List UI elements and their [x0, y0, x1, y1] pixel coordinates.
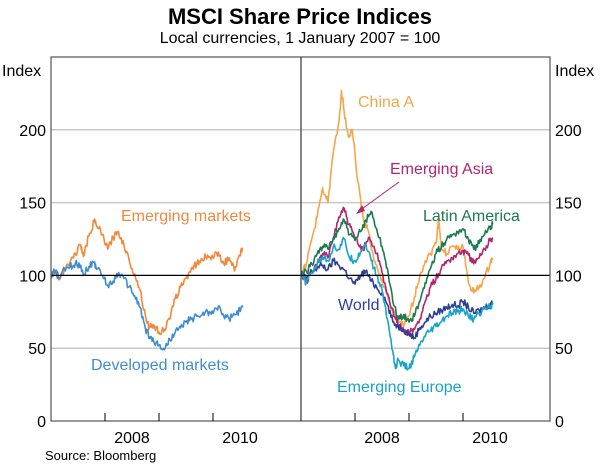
- right-y-tick-label: 50: [555, 341, 573, 358]
- left-y-tick-label: 200: [19, 123, 46, 140]
- x-ticks: [104, 413, 464, 421]
- chart-subtitle: Local currencies, 1 January 2007 = 100: [159, 30, 441, 47]
- right-axis-label: Index: [555, 63, 594, 80]
- series-latin-america: [300, 210, 494, 323]
- series-emerging-markets: [50, 218, 244, 336]
- right-y-tick-label: 150: [555, 196, 582, 213]
- left-y-tick-label: 100: [19, 268, 46, 285]
- series-emerging-europe: [300, 236, 494, 371]
- x-tick-label: 2008: [114, 430, 150, 447]
- x-tick-label: 2010: [222, 430, 258, 447]
- chart-title: MSCI Share Price Indices: [167, 4, 433, 29]
- series-world: [300, 257, 494, 340]
- left-y-tick-label: 0: [37, 414, 46, 431]
- label-emerging-europe: Emerging Europe: [337, 379, 462, 396]
- emerging-asia-arrowhead: [356, 205, 365, 214]
- label-china-a: China A: [358, 94, 414, 111]
- label-emerging-asia: Emerging Asia: [390, 161, 493, 178]
- right-y-tick-label: 200: [555, 123, 582, 140]
- right-y-tick-label: 100: [555, 268, 582, 285]
- left-y-tick-label: 50: [28, 341, 46, 358]
- label-world: World: [338, 297, 380, 314]
- series-lines: [50, 89, 494, 371]
- left-axis-label: Index: [2, 63, 41, 80]
- label-emerging-markets: Emerging markets: [121, 208, 251, 225]
- x-tick-label: 2010: [472, 430, 508, 447]
- label-latin-america: Latin America: [423, 208, 520, 225]
- right-y-tick-label: 0: [555, 414, 564, 431]
- left-y-tick-label: 150: [19, 196, 46, 213]
- gridlines: [51, 129, 550, 349]
- label-developed-markets: Developed markets: [91, 357, 229, 374]
- x-tick-label: 2008: [364, 430, 400, 447]
- emerging-asia-arrow: [358, 181, 400, 212]
- series-developed-markets: [50, 259, 244, 351]
- source-note: Source: Bloomberg: [45, 448, 157, 463]
